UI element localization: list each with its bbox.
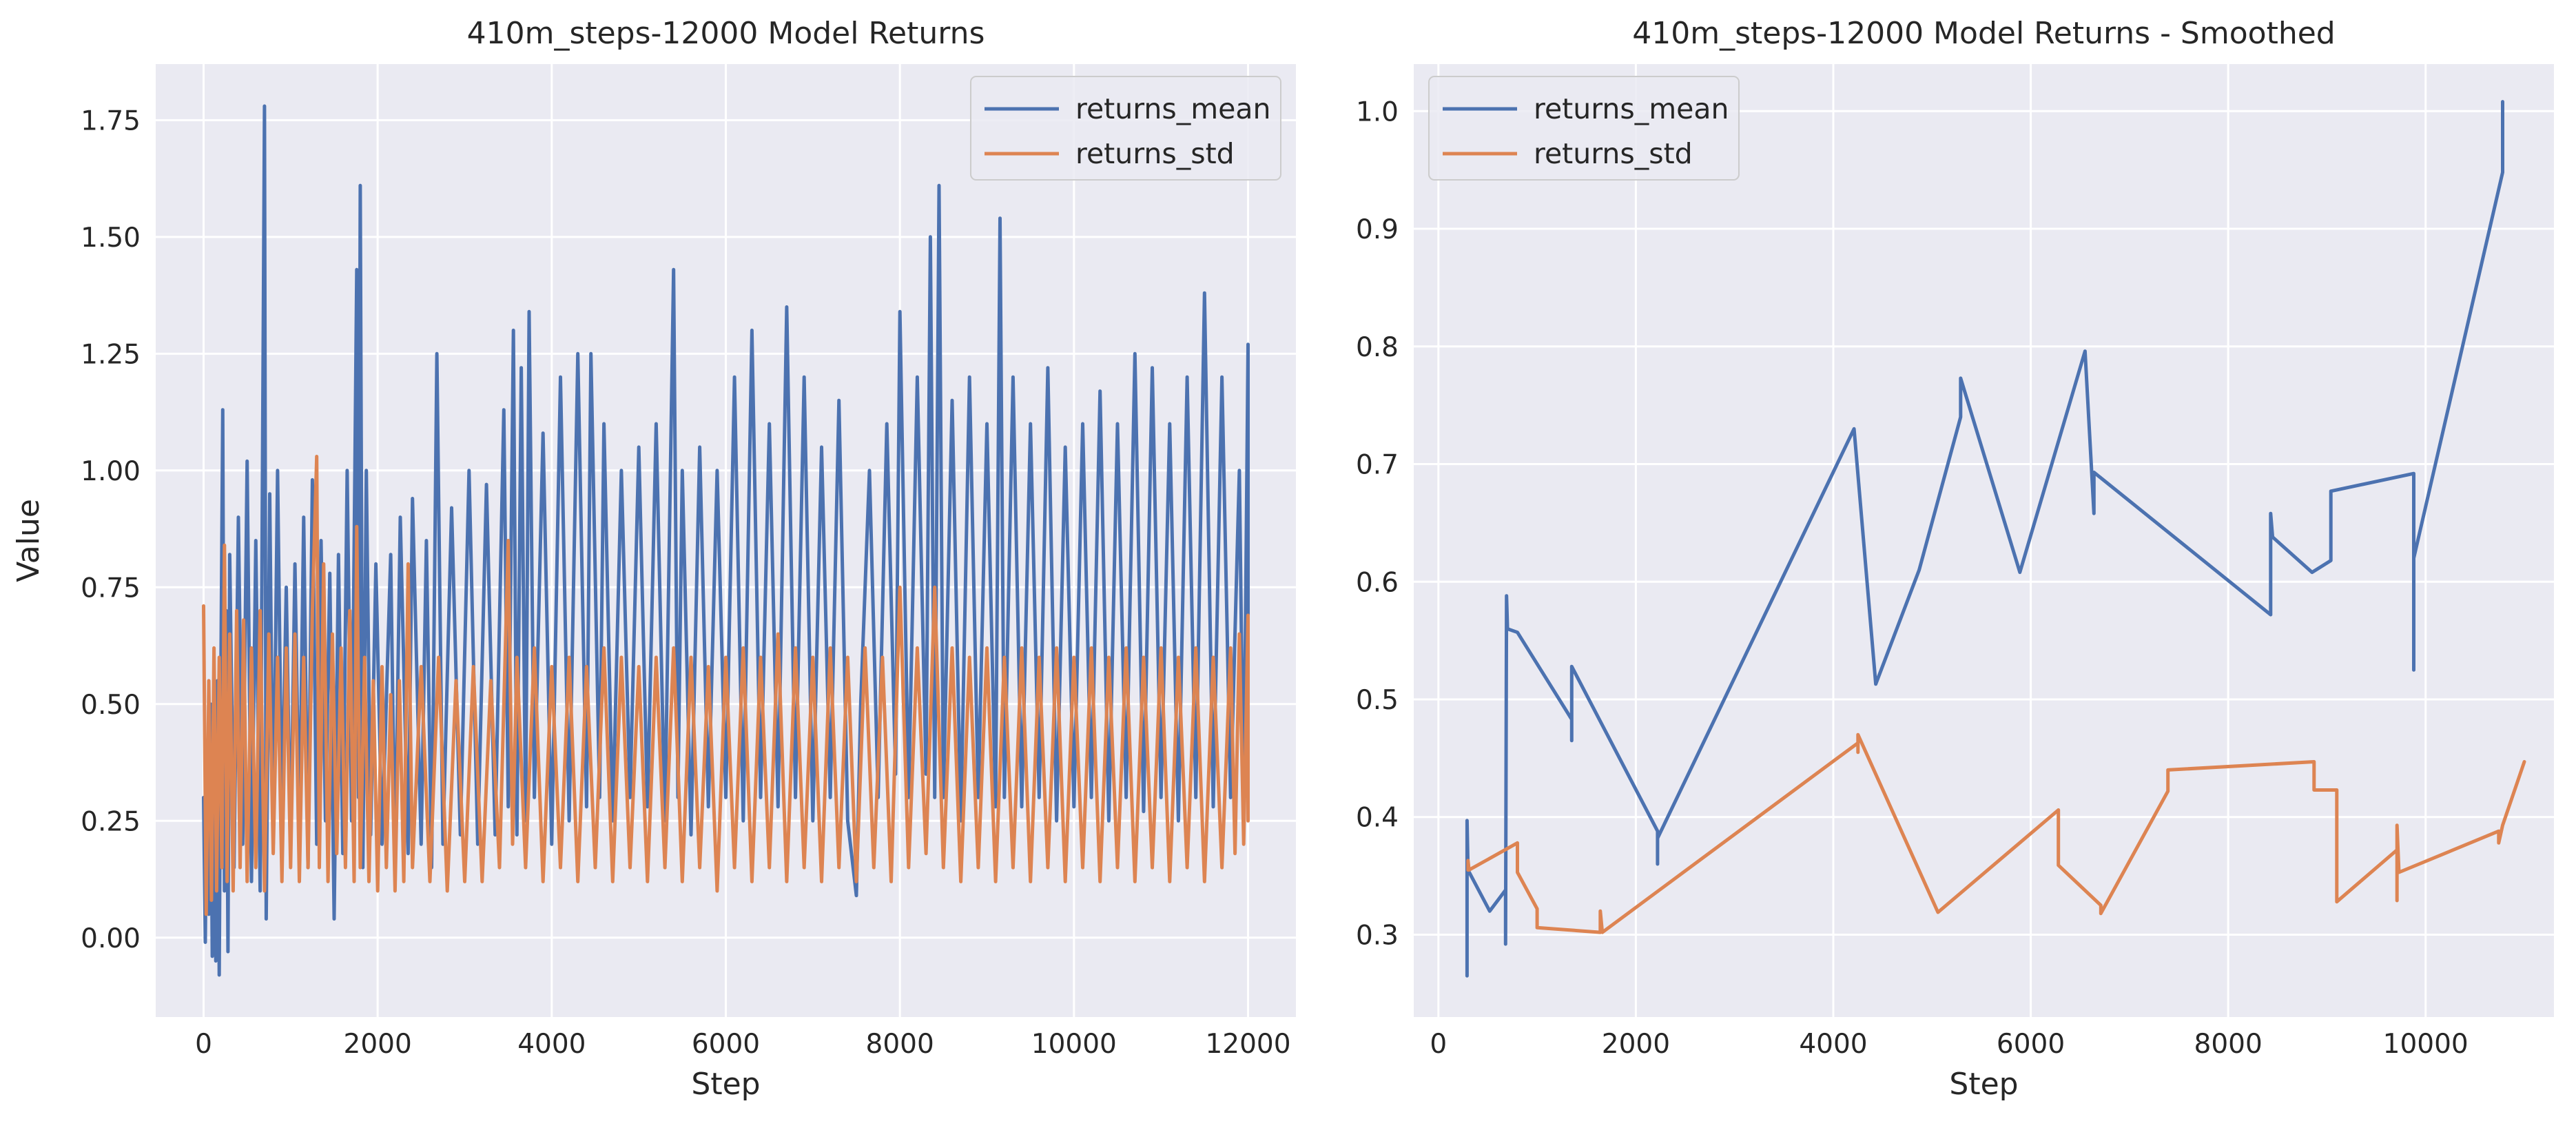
- x-tick-label: 6000: [692, 1029, 760, 1060]
- chart-title: 410m_steps-12000 Model Returns - Smoothe…: [1632, 16, 2335, 51]
- y-tick-label: 0.25: [81, 806, 141, 837]
- x-tick-label: 8000: [866, 1029, 934, 1060]
- legend: returns_mean returns_std: [1428, 76, 1740, 181]
- y-tick-label: 1.00: [81, 456, 141, 487]
- x-tick-label: 0: [195, 1029, 212, 1060]
- y-tick-label: 1.75: [81, 105, 141, 136]
- legend-label-returns-std: returns_std: [1534, 137, 1693, 170]
- chart-title: 410m_steps-12000 Model Returns: [467, 16, 985, 51]
- x-tick-label: 2000: [1602, 1029, 1670, 1060]
- x-axis-label: Step: [1949, 1067, 2018, 1102]
- legend-label-returns-mean: returns_mean: [1075, 92, 1271, 125]
- y-axis-label: Value: [11, 499, 46, 582]
- x-tick-label: 6000: [1997, 1029, 2065, 1060]
- x-tick-label: 2000: [344, 1029, 412, 1060]
- x-tick-label: 4000: [1799, 1029, 1867, 1060]
- legend-label-returns-mean: returns_mean: [1534, 92, 1729, 125]
- y-tick-label: 1.25: [81, 339, 141, 370]
- y-tick-label: 0.4: [1356, 803, 1399, 834]
- legend: returns_mean returns_std: [970, 76, 1281, 181]
- series-layer: [1465, 100, 2526, 978]
- y-tick-label: 0.75: [81, 573, 141, 604]
- tick-layer: 0 2000 4000 6000 8000 10000 0.3 0.4 0.5 0.6 0.7 0.8…: [1356, 96, 2469, 1060]
- grid: [1414, 64, 2554, 1017]
- x-tick-label: 4000: [517, 1029, 586, 1060]
- y-tick-label: 0.5: [1356, 685, 1399, 716]
- x-axis-label: Step: [691, 1067, 760, 1102]
- tick-layer: 0 2000 4000 6000 8000 10000 12000 0.00 0.25 0.50 0…: [81, 105, 1290, 1060]
- y-tick-label: 0.3: [1356, 920, 1399, 951]
- y-tick-label: 0.50: [81, 690, 141, 721]
- series-line-returns-std: [202, 455, 1250, 916]
- y-tick-label: 1.50: [81, 223, 141, 254]
- x-tick-label: 10000: [1031, 1029, 1117, 1060]
- series-line-returns-std: [1466, 732, 2526, 934]
- series-line-returns-mean: [202, 104, 1250, 977]
- y-tick-label: 0.7: [1356, 450, 1399, 481]
- x-tick-label: 0: [1430, 1029, 1447, 1060]
- panel-raw: 0 2000 4000 6000 8000 10000 12000 0.00 0.25 0.50 0…: [11, 16, 1296, 1102]
- series-line-returns-mean: [1465, 100, 2504, 978]
- axes-background: [1414, 64, 2554, 1017]
- x-tick-label: 8000: [2194, 1029, 2263, 1060]
- y-tick-label: 0.00: [81, 923, 141, 954]
- legend-label-returns-std: returns_std: [1075, 137, 1235, 170]
- y-tick-label: 1.0: [1356, 96, 1399, 127]
- series-layer: [202, 104, 1250, 977]
- x-tick-label: 12000: [1205, 1029, 1290, 1060]
- y-tick-label: 0.8: [1356, 332, 1399, 363]
- y-tick-label: 0.9: [1356, 214, 1399, 245]
- panel-smoothed: 0 2000 4000 6000 8000 10000 0.3 0.4 0.5 0.6 0.7 0.8…: [1356, 16, 2554, 1102]
- x-tick-label: 10000: [2383, 1029, 2469, 1060]
- y-tick-label: 0.6: [1356, 567, 1399, 598]
